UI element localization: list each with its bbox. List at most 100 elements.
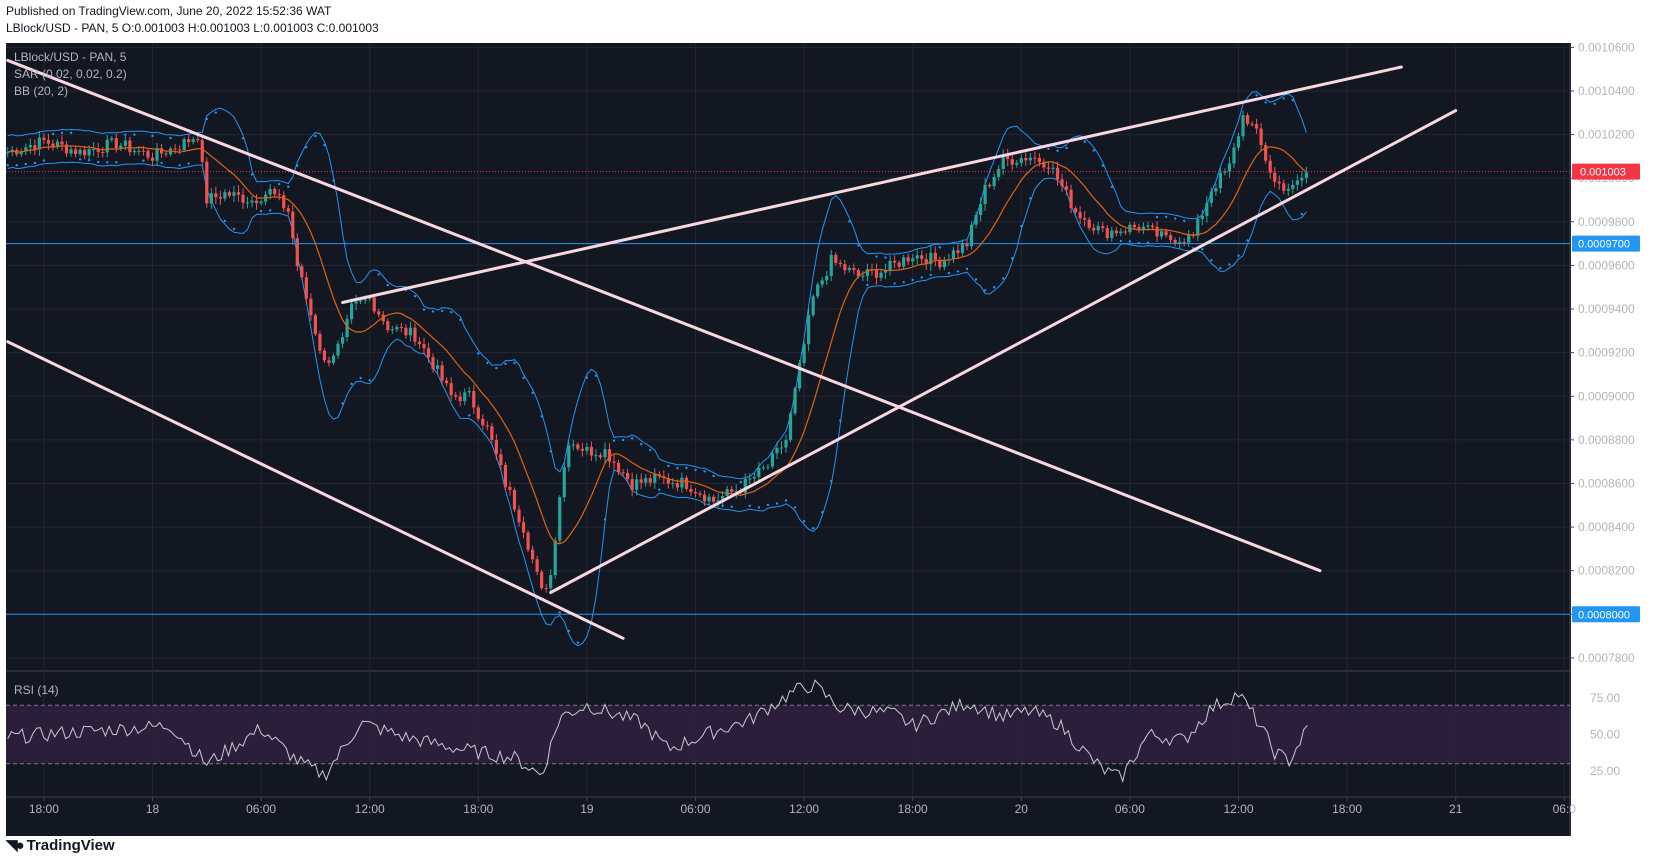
sar-dot [793,506,797,509]
sar-dot [205,117,208,121]
candle-body [734,491,738,493]
candle-body [1169,235,1173,241]
candle-body [259,201,263,204]
sar-dot [938,246,942,249]
candle-body [702,494,707,502]
candle-body [196,139,200,141]
candle-body [399,326,403,328]
sar-dot [594,374,598,377]
candle-body [87,149,91,156]
sar-dot [1056,149,1059,152]
sar-dot [893,282,896,285]
sar-dot [1219,266,1222,270]
candle-body [969,224,974,247]
sar-dot [1110,185,1114,189]
candle-body [1259,128,1263,146]
candle-body [114,138,118,149]
legend-symbol: LBlock/USD - PAN, 5 [14,50,127,64]
x-tick-label: 21 [1449,802,1463,816]
candle-body [60,141,64,145]
sar-dot [97,160,100,164]
y-tick-label: 0.0009200 [1578,346,1635,360]
candle-body [1182,241,1186,243]
candle-body [286,208,290,212]
y-tick-label: 0.0010600 [1578,40,1635,54]
candle-body [865,269,870,276]
y-tick-label: 0.0007800 [1578,651,1635,665]
tradingview-brand: ◥● TradingView [6,836,115,855]
candle-body [580,448,584,451]
candle-body [1196,218,1200,236]
candle-body [775,447,779,454]
bb-basis-line [7,145,1307,545]
candle-body [485,425,489,427]
candle-body [187,139,191,142]
candle-body [825,275,829,281]
candle-body [273,188,277,195]
candle-body [282,195,286,209]
candle-body [381,314,385,322]
sar-dot [69,131,73,134]
candle-body [531,549,535,560]
candle-body [1214,188,1218,192]
candle-body [988,184,992,187]
candle-body [24,147,28,152]
candle-body [268,188,272,195]
sar-dot [386,283,389,287]
candle-body [123,140,127,146]
candle-body [119,145,123,149]
sar-dot [1065,146,1068,150]
candle-body [883,270,888,273]
sar-dot [947,271,951,275]
candle-body [331,355,336,363]
x-tick-label: 18:00 [898,802,928,816]
candle-body [481,418,485,426]
candle-body [1069,189,1073,209]
sar-dot [178,164,181,167]
rsi-band [6,705,1570,764]
sar-dot [323,143,326,147]
sar-dot [703,470,706,473]
candle-body [648,478,652,483]
rsi-legend: RSI (14) [14,683,59,697]
sar-dot [259,209,263,213]
candle-body [766,466,770,468]
candle-body [512,490,517,510]
candle-body [1119,231,1123,234]
candle-body [1264,145,1268,161]
candle-body [621,472,625,474]
sar-dot [6,164,9,167]
candle-body [1159,231,1164,237]
candle-body [1110,230,1114,239]
candle-body [1268,160,1272,173]
candle-body [567,445,571,468]
sar-dot [694,468,697,472]
candle-body [1114,230,1118,234]
sar-dot [857,244,860,247]
candle-body [295,238,299,267]
candle-body [101,151,105,153]
current-price-tag [1572,163,1640,180]
candle-body [1155,226,1159,237]
sar-dot [1101,164,1104,167]
x-tick-label: 06:0 [1553,802,1577,816]
candle-body [164,153,168,155]
candle-body [300,266,304,278]
published-caption: Published on TradingView.com, June 20, 2… [6,4,332,18]
candle-body [553,540,557,576]
candle-body [445,380,449,384]
x-tick-label: 18:00 [29,802,59,816]
candle-body [521,522,526,533]
sar-dot [911,278,914,282]
sar-dot [1002,277,1005,280]
candle-body [1241,115,1245,137]
candle-body [1304,172,1308,178]
sar-dot [1282,97,1285,100]
sar-dot [1237,254,1240,257]
sar-dot [956,270,960,273]
candle-body [173,148,177,150]
candle-body [354,301,358,304]
sar-dot [106,161,109,164]
sar-dot [1273,102,1276,106]
